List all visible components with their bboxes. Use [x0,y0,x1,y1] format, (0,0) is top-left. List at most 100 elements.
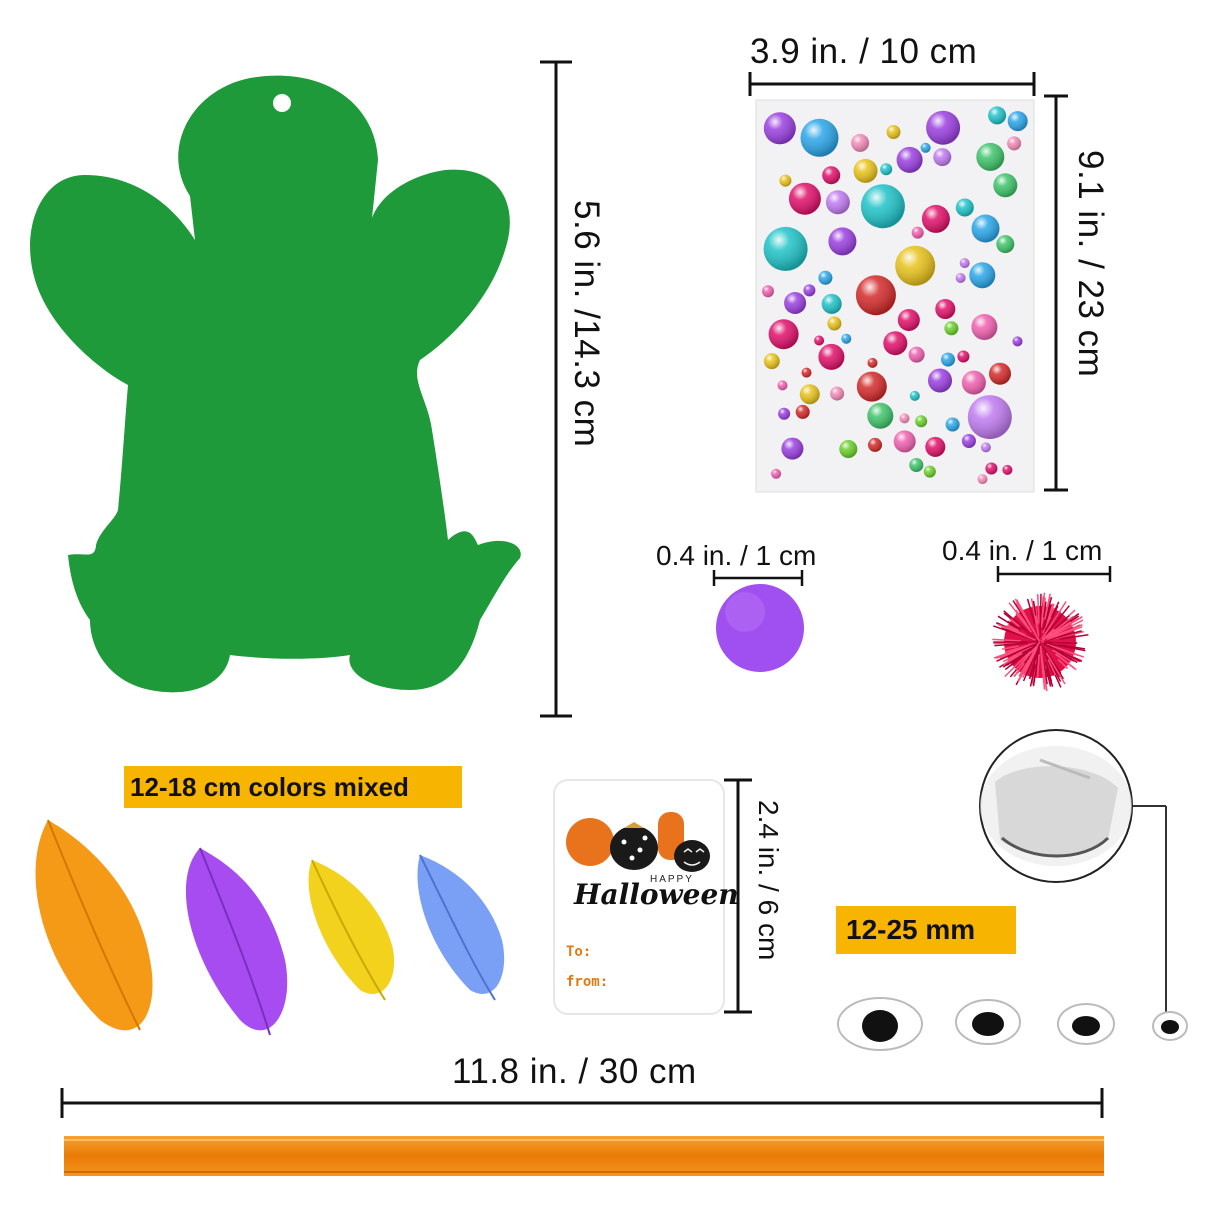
glitter-strand [1045,653,1062,682]
glitter-strand [1052,624,1083,638]
gem-sticker-shine [921,204,950,233]
gem-sticker-shine [977,474,988,485]
gem-sticker-shine [795,404,810,419]
gem-sticker-shine [763,112,796,145]
glitter-strand [1029,664,1037,687]
gem-sticker-shine [980,442,991,453]
sticker-width-line [748,72,1036,96]
gem-sticker-shine [821,293,842,314]
card-dimension-line [724,778,752,1014]
glitter-strand [1053,617,1068,630]
feather-yellow [308,859,395,1001]
glitter-strand [1055,653,1077,671]
gem-sticker-shine [911,226,924,239]
glitter-strand [1015,602,1041,642]
gem-sticker-shine [896,146,923,173]
gem-sticker-shine [941,352,955,367]
glitter-strand [1039,645,1048,691]
red-glitter-pompom [992,592,1089,691]
glitter-strand [1015,613,1033,633]
adhesive-back-magnified [979,729,1133,883]
gem-sticker-shine [855,275,896,316]
gem-sticker-shine [867,402,894,429]
pompom-glitter-dimension-line [996,566,1112,582]
gem-sticker-shine [955,198,974,217]
glitter-strand [996,642,1039,662]
gem-sticker-shine [897,309,920,331]
sticker-height-label: 9.1 in. / 23 cm [1071,150,1110,378]
glitter-strand [1045,652,1066,685]
glitter-strand [1039,593,1042,638]
card-to-label: To: [566,944,592,960]
gem-sticker-shine [971,314,998,340]
glitter-strand [994,642,1028,647]
glitter-strand [1018,646,1038,681]
glitter-strand [1026,598,1036,625]
gem-sticker-shine [803,284,816,297]
gem-sticker-shine [1007,136,1022,151]
gem-sticker-shine [771,468,782,479]
glitter-strand [1041,601,1067,640]
gem-sticker-shine [818,343,845,370]
gem-sticker-shine [985,462,998,475]
gem-sticker-shine [880,163,893,176]
pompom-small-label: 0.4 in. / 1 cm [656,540,817,571]
gem-sticker-shine [967,395,1012,440]
gem-sticker-shine [867,357,878,368]
glitter-strand [1046,626,1083,641]
gem-sticker-shine [1002,464,1013,475]
googly-eye-12mm [1152,1011,1188,1041]
glitter-strand [1032,642,1041,687]
pompom-glitter-label: 0.4 in. / 1 cm [942,535,1103,566]
gem-sticker-shine [800,118,839,157]
glitter-strand [1052,648,1078,664]
glitter-strand [1001,645,1019,650]
pumpkin-icons [566,812,710,872]
gem-sticker-shine [883,331,908,356]
googly-eye-25mm [837,997,923,1051]
glitter-strand [1045,607,1056,629]
pompom-small-dimension-line [712,570,804,586]
glitter-strand [992,638,1021,642]
glitter-strand [1005,625,1026,636]
googly-eye-18mm [1057,1003,1115,1045]
glitter-strand [1047,659,1057,676]
glitter-strand [1003,610,1027,631]
gem-sticker-shine [814,335,825,346]
gem-sticker-shine [969,262,996,289]
glitter-strand [1043,642,1086,652]
glitter-strand [1048,619,1084,639]
gem-sticker-shine [763,353,780,370]
glitter-strand [1052,649,1072,662]
gem-sticker-shine [920,142,931,153]
glitter-strand [1040,615,1074,642]
glitter-strand [1044,593,1051,616]
gem-sticker-shine [1012,336,1023,347]
magnifier-connector [1130,805,1167,1014]
glitter-strand [1002,645,1032,663]
gem-sticker-shine [899,413,910,424]
gem-sticker-shine [926,110,961,145]
purple-pompom [716,584,804,672]
gem-sticker-shine [909,458,924,472]
glitter-strand [1044,641,1078,644]
gem-sticker-shine [825,190,850,215]
glitter-strand [1004,650,1031,678]
gem-sticker-shine [778,407,791,420]
glitter-strand [1044,605,1059,633]
gem-sticker-shine [893,430,916,453]
glitter-strand [1008,602,1031,630]
gem-sticker-shine [895,245,936,286]
gem-sticker-shine [779,174,792,187]
gem-sticker-shine [839,440,858,458]
feather-blue [417,854,505,1001]
gem-sticker-shine [841,333,852,344]
gem-sticker-shine [799,384,820,405]
gem-sticker-shine [801,367,812,378]
gem-sticker-shine [822,166,841,185]
gem-sticker-shine [784,292,807,314]
gem-sticker-shine [763,226,808,271]
gem-sticker-shine [935,299,956,319]
gem-sticker-shine [988,106,1007,125]
gem-sticker-shine [944,321,959,336]
